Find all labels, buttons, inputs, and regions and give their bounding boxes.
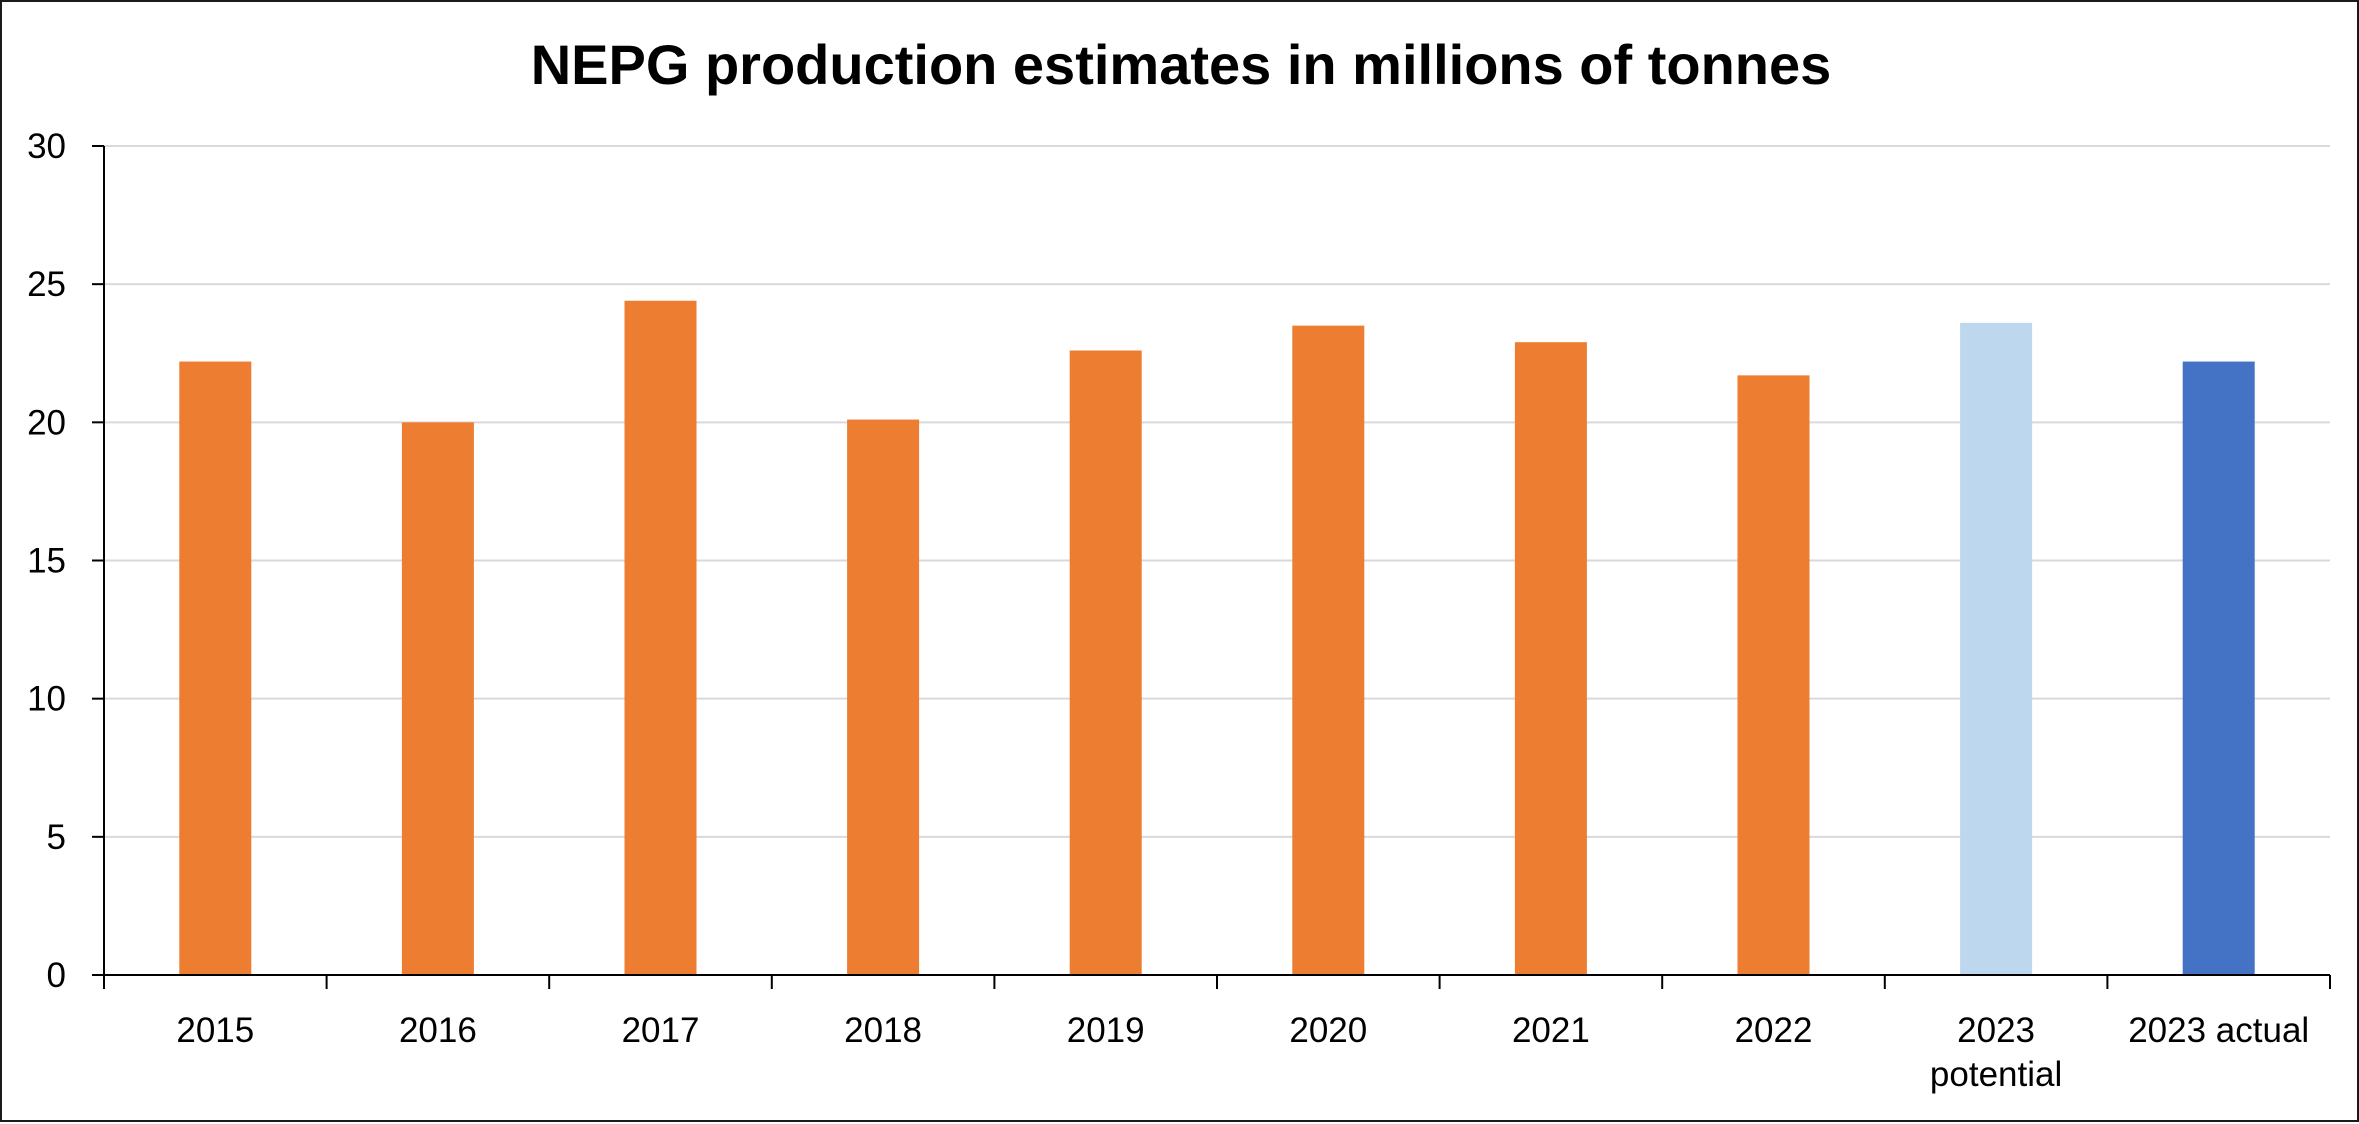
y-tick-label: 5 — [47, 818, 66, 857]
y-tick-labels: 0 5 10 15 20 25 30 — [27, 127, 66, 995]
bar — [847, 419, 920, 975]
y-tick-label: 0 — [47, 956, 66, 995]
bar — [624, 300, 697, 975]
x-tick-label: 2017 — [622, 1011, 700, 1050]
y-tick-label: 15 — [27, 542, 66, 581]
gridlines — [104, 145, 2330, 838]
x-tick-label: 2022 — [1735, 1011, 1813, 1050]
x-tick-label: 2018 — [844, 1011, 922, 1050]
y-tick-label: 20 — [27, 403, 66, 442]
x-tick-label: 2019 — [1067, 1011, 1145, 1050]
bar — [1514, 342, 1587, 975]
x-tick-labels: 2015 2016 2017 2018 2019 2020 2021 2022 2023 pote… — [176, 1011, 2309, 1094]
bar — [1737, 375, 1810, 975]
bars — [179, 300, 2255, 975]
x-tick-label: 2023 actual — [2128, 1011, 2309, 1050]
bar — [179, 361, 252, 975]
x-tick-label: 2021 — [1512, 1011, 1590, 1050]
x-tick-label: 2015 — [176, 1011, 254, 1050]
bar — [1960, 322, 2033, 975]
bar — [2182, 361, 2255, 975]
bar — [401, 422, 474, 975]
x-tick-label: 2020 — [1289, 1011, 1367, 1050]
y-tick-label: 30 — [27, 127, 66, 166]
bar — [1069, 350, 1142, 975]
chart-title: NEPG production estimates in millions of… — [531, 33, 1832, 96]
y-tick-label: 10 — [27, 680, 66, 719]
bar — [1292, 325, 1365, 975]
x-tick-label: 2016 — [399, 1011, 477, 1050]
y-tick-label: 25 — [27, 265, 66, 304]
axes — [92, 145, 2331, 989]
x-tick-label: 2023 potential — [1930, 1011, 2062, 1094]
